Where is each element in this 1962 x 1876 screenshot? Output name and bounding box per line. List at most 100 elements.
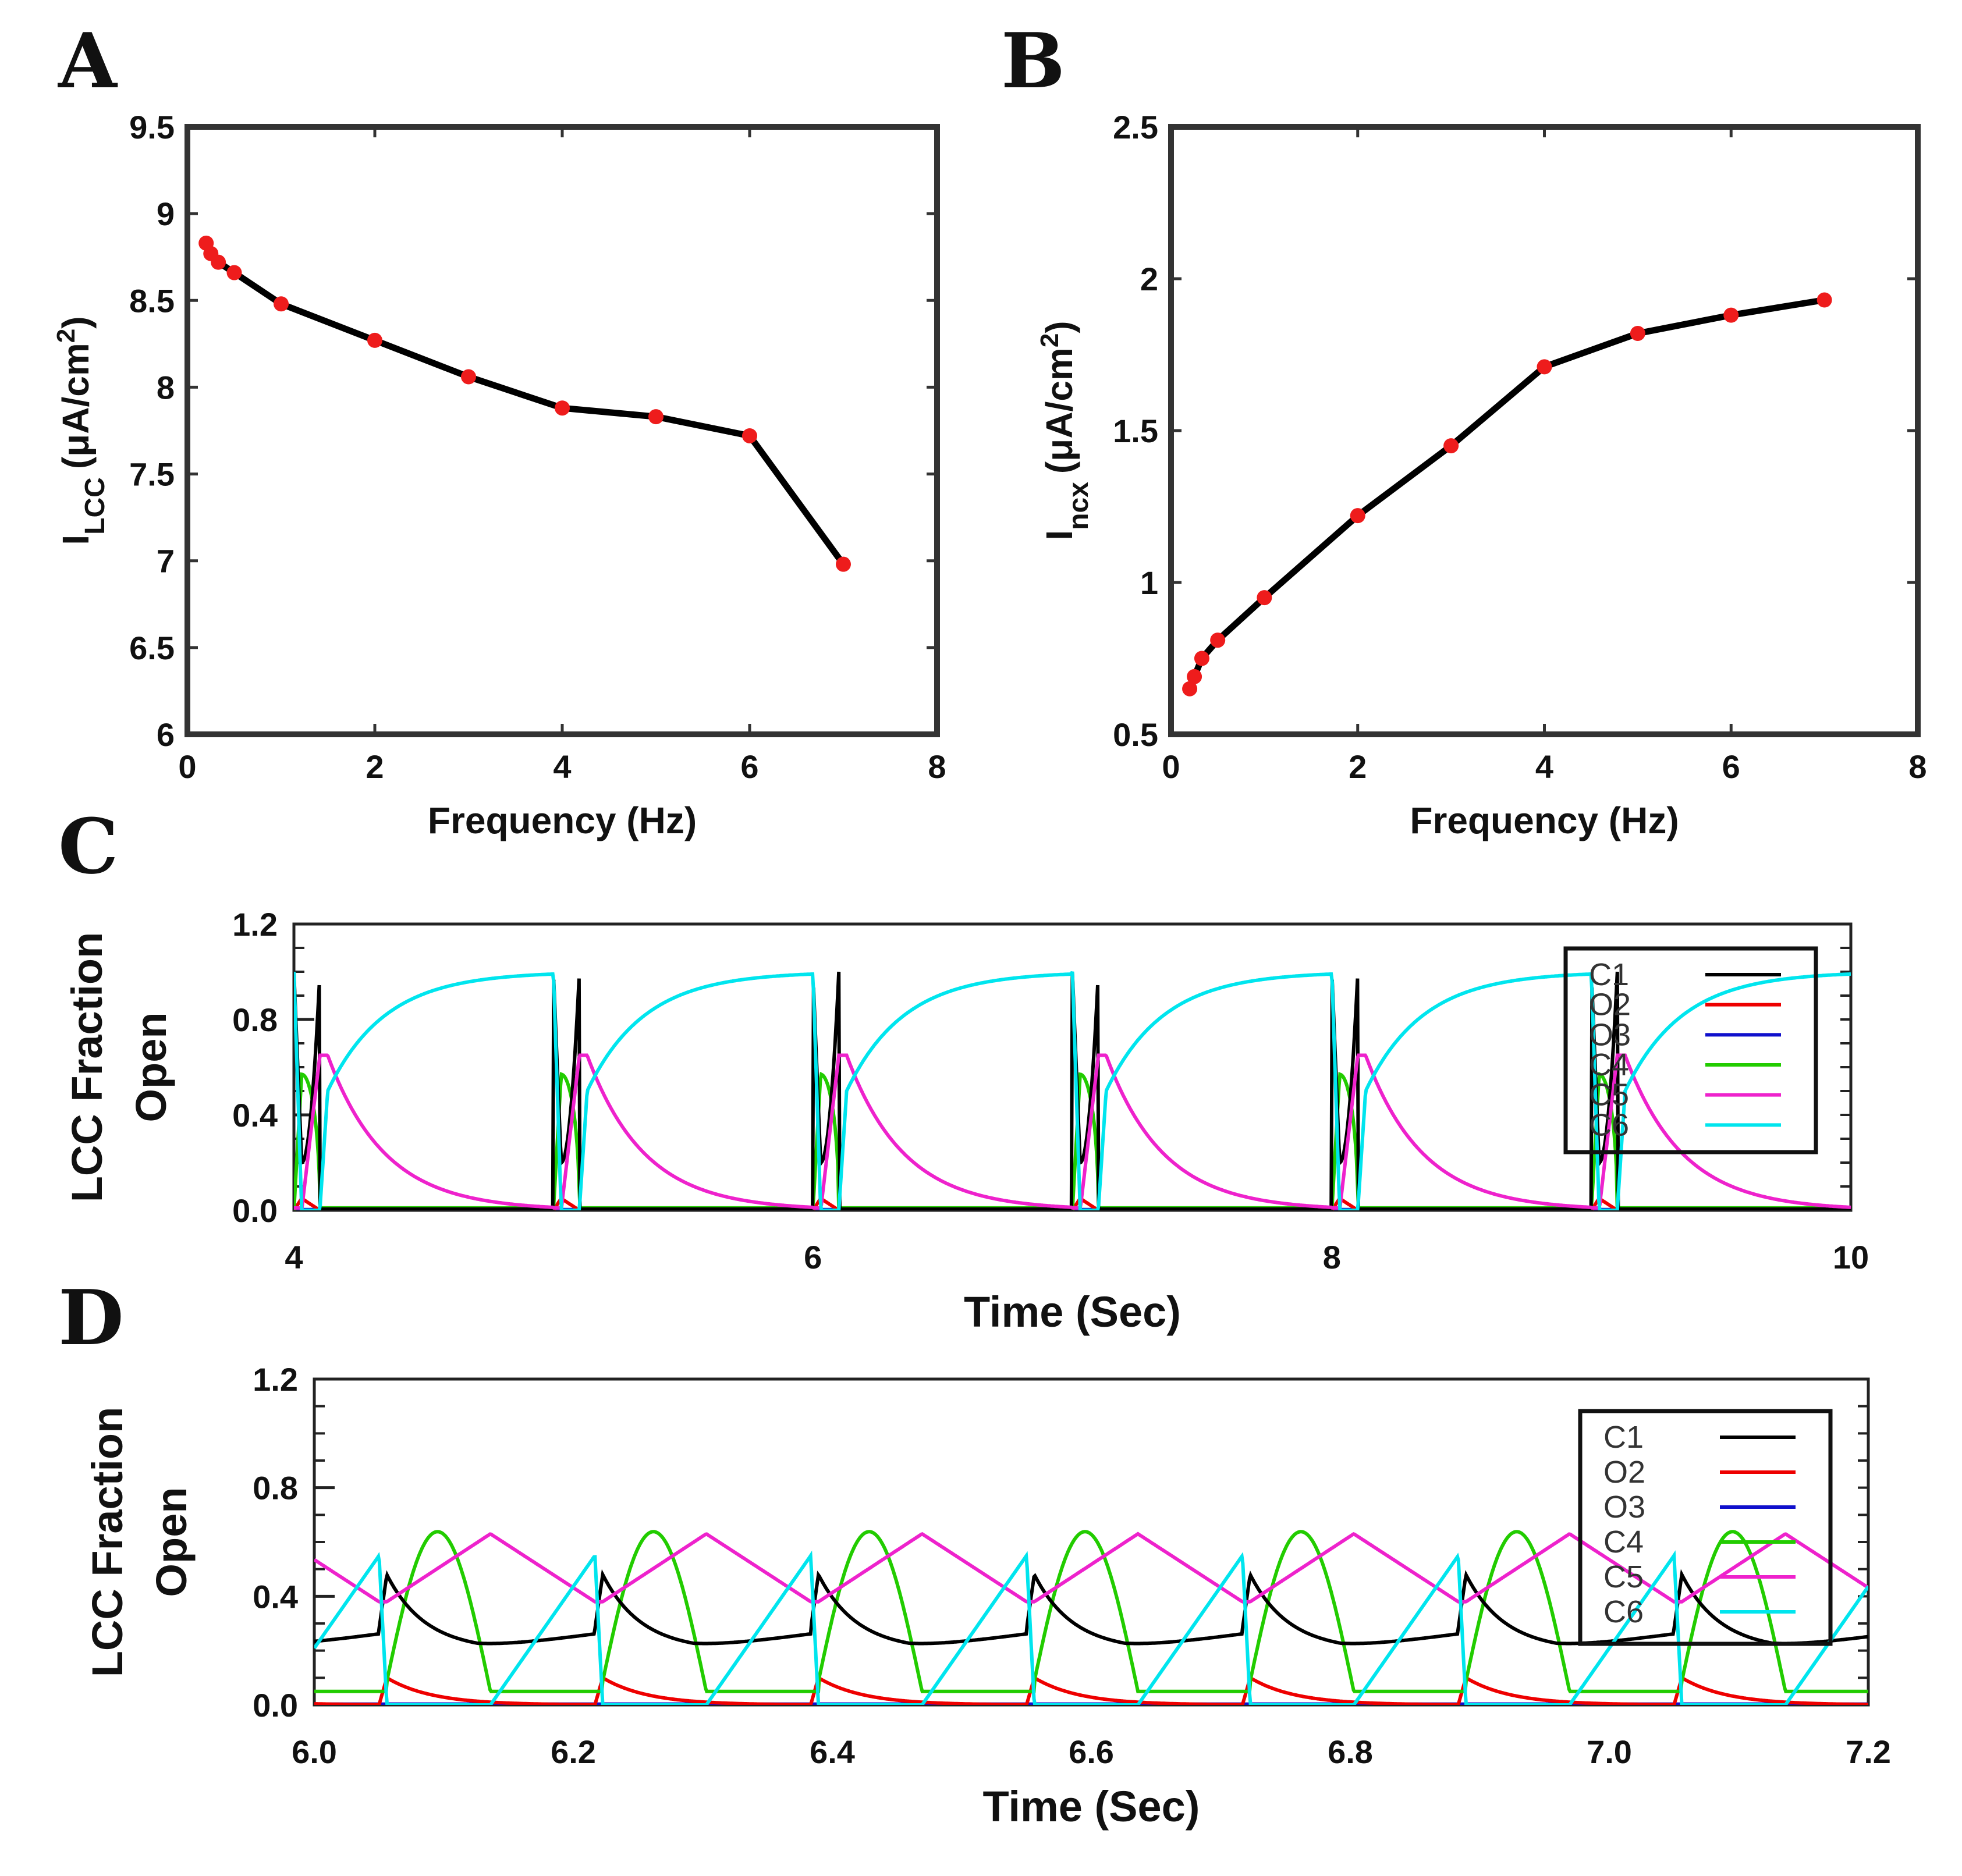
data-point <box>367 332 382 348</box>
x-tick-label: 6.8 <box>1328 1733 1373 1770</box>
data-point <box>274 296 289 312</box>
y-axis-title-line2: Open <box>147 1487 196 1597</box>
y-tick-label: 6 <box>157 716 175 753</box>
y-axis-title-main: I <box>55 535 97 545</box>
x-tick-label: 4 <box>553 748 571 785</box>
series-line-c4 <box>314 1530 1868 1693</box>
y-tick-label: 0.8 <box>253 1470 298 1507</box>
legend-box <box>1578 1409 1833 1646</box>
chart-b: 0 2 4 6 8 0.5 1 1.5 2 2.5 Frequency (Hz) Incx (μA/cm… <box>1035 109 1927 841</box>
y-tick-label: 1.2 <box>232 906 278 943</box>
y-tick-label: 8 <box>157 369 175 406</box>
y-axis-title-sub: LCC <box>80 477 111 535</box>
y-tick-label: 1.5 <box>1113 413 1158 449</box>
x-axis-title: Frequency (Hz) <box>428 800 697 841</box>
panel-letter-b: B <box>1001 16 1065 105</box>
data-point <box>1816 292 1832 308</box>
series-line-c6 <box>314 1550 1868 1705</box>
data-point <box>1182 681 1198 697</box>
y-tick-label: 1 <box>1140 564 1158 601</box>
data-point <box>1194 651 1209 666</box>
y-tick-label: 8.5 <box>129 282 175 319</box>
y-tick-label: 7 <box>157 543 175 580</box>
legend-label: O3 <box>1603 1490 1645 1525</box>
y-tick-label: 2.5 <box>1113 109 1158 145</box>
y-tick-label: 0.4 <box>253 1578 298 1615</box>
legend-label: C5 <box>1603 1559 1644 1594</box>
data-point <box>836 556 851 572</box>
y-tick-label: 2 <box>1140 261 1158 297</box>
legend-label: C6 <box>1589 1107 1629 1142</box>
chart-d: 0.00.40.81.26.0 6.2 6.4 6.6 6.8 7.0 7.2C1O2O3C… <box>83 1361 1891 1831</box>
data-point <box>648 409 664 425</box>
legend-label: C6 <box>1603 1594 1644 1629</box>
x-tick-label: 7.2 <box>1846 1733 1891 1770</box>
chart-a: 0 2 4 6 8 6 6.5 7 7.5 8 8.5 9 9.5 Frequency (Hz) ILCC (… <box>52 109 946 841</box>
y-axis-title-sup: 2 <box>1035 333 1064 347</box>
y-tick-label: 9 <box>157 196 175 232</box>
y-tick-label: 0.8 <box>232 1001 278 1038</box>
y-tick-label: 0.0 <box>253 1687 298 1724</box>
y-axis-title-close: ) <box>1038 321 1080 333</box>
y-tick-label: 0.4 <box>232 1097 278 1134</box>
x-axis-title: Frequency (Hz) <box>1410 800 1679 841</box>
y-tick-label: 1.2 <box>253 1361 298 1398</box>
x-tick-label: 8 <box>928 748 946 785</box>
y-tick-label: 7.5 <box>129 456 175 493</box>
y-axis-title: LCC Fraction Open <box>83 1407 196 1678</box>
series-line-c5 <box>294 1053 1851 1210</box>
x-tick-label: 6 <box>740 748 758 785</box>
x-tick-label: 6.6 <box>1069 1733 1114 1770</box>
legend-box <box>1563 946 1818 1154</box>
y-axis-title-line1: LCC Fraction <box>83 1407 132 1678</box>
x-tick-label: 6.2 <box>551 1733 596 1770</box>
y-axis-title-main: I <box>1038 530 1080 541</box>
data-point <box>1350 508 1365 524</box>
y-axis-title-line2: Open <box>127 1012 175 1122</box>
y-axis-title-unit: (μA/cm <box>1038 347 1080 474</box>
x-axis-title: Time (Sec) <box>964 1288 1181 1336</box>
x-tick-label: 6 <box>804 1239 822 1275</box>
data-point <box>211 254 226 270</box>
x-tick-label: 0 <box>178 748 196 785</box>
x-tick-label: 6.4 <box>810 1733 855 1770</box>
legend-label: O2 <box>1603 1455 1645 1490</box>
y-axis-title: ILCC (μA/cm2) <box>52 316 111 545</box>
y-axis-title: Incx (μA/cm2) <box>1035 321 1094 540</box>
legend-label: C5 <box>1589 1078 1629 1113</box>
legend-label: O2 <box>1589 987 1631 1022</box>
x-tick-label: 7.0 <box>1587 1733 1632 1770</box>
x-tick-label: 8 <box>1908 748 1926 785</box>
y-axis-title-unit: (μA/cm <box>55 343 97 469</box>
legend-label: C4 <box>1589 1047 1629 1082</box>
x-tick-label: 2 <box>1349 748 1367 785</box>
x-tick-label: 2 <box>366 748 384 785</box>
data-point <box>1537 359 1552 375</box>
data-point <box>1443 438 1459 454</box>
y-axis-title-line1: LCC Fraction <box>63 932 111 1203</box>
y-axis-title-close: ) <box>55 316 97 328</box>
x-tick-label: 6 <box>1722 748 1740 785</box>
series-line-c6 <box>294 971 1851 1210</box>
data-point <box>1187 669 1202 684</box>
data-point <box>555 400 570 416</box>
y-tick-label: 6.5 <box>129 630 175 666</box>
legend-label: C1 <box>1603 1420 1644 1455</box>
x-tick-label: 4 <box>1535 748 1553 785</box>
y-tick-label: 0.0 <box>232 1192 278 1229</box>
y-tick-label: 0.5 <box>1113 716 1158 753</box>
y-tick-label: 9.5 <box>129 109 175 145</box>
data-point <box>1630 325 1645 341</box>
panel-letter-d: D <box>58 1273 124 1362</box>
legend-label: C4 <box>1603 1525 1644 1559</box>
panel-letter-a: A <box>57 16 118 105</box>
panel-letter-c: C <box>58 802 118 891</box>
series-line-o2 <box>314 1675 1868 1705</box>
data-point <box>1257 590 1272 606</box>
x-tick-label: 6.0 <box>292 1733 337 1770</box>
data-point <box>1723 307 1739 323</box>
data-point <box>742 428 757 443</box>
y-axis-title-sup: 2 <box>52 329 80 343</box>
